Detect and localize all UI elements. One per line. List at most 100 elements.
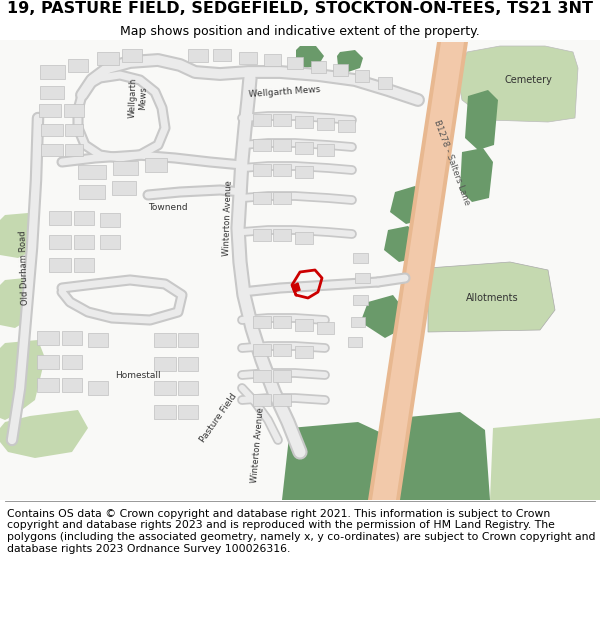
Polygon shape <box>311 61 325 73</box>
Polygon shape <box>353 253 367 263</box>
Polygon shape <box>253 139 271 151</box>
Polygon shape <box>295 116 313 128</box>
Polygon shape <box>273 370 291 382</box>
Polygon shape <box>41 144 63 156</box>
Polygon shape <box>145 158 167 172</box>
Polygon shape <box>41 124 63 136</box>
Text: Townend: Townend <box>148 204 188 212</box>
Text: Map shows position and indicative extent of the property.: Map shows position and indicative extent… <box>120 25 480 38</box>
Polygon shape <box>154 357 176 371</box>
Polygon shape <box>317 144 334 156</box>
Polygon shape <box>79 185 105 199</box>
Polygon shape <box>253 229 271 241</box>
Polygon shape <box>295 346 313 358</box>
Polygon shape <box>49 211 71 225</box>
Polygon shape <box>292 283 300 292</box>
Polygon shape <box>362 295 403 338</box>
Polygon shape <box>295 232 313 244</box>
Polygon shape <box>65 124 83 136</box>
Polygon shape <box>40 65 65 79</box>
Polygon shape <box>65 144 83 156</box>
Polygon shape <box>178 381 198 395</box>
Polygon shape <box>353 295 367 305</box>
Polygon shape <box>188 49 208 61</box>
Polygon shape <box>490 418 600 500</box>
Text: B1278 - Salters Lane: B1278 - Salters Lane <box>433 118 472 206</box>
Text: Winterton Avenue: Winterton Avenue <box>222 180 234 256</box>
Polygon shape <box>154 333 176 347</box>
Polygon shape <box>295 166 313 178</box>
Polygon shape <box>428 262 555 332</box>
Polygon shape <box>253 344 271 356</box>
Polygon shape <box>273 316 291 328</box>
Polygon shape <box>74 235 94 249</box>
Polygon shape <box>253 164 271 176</box>
Polygon shape <box>49 235 71 249</box>
Polygon shape <box>122 49 142 61</box>
Polygon shape <box>40 86 64 99</box>
Polygon shape <box>39 104 61 116</box>
Polygon shape <box>113 161 137 175</box>
Polygon shape <box>295 319 313 331</box>
Polygon shape <box>253 114 271 126</box>
Polygon shape <box>64 104 84 116</box>
Text: Old Durham Road: Old Durham Road <box>18 231 30 306</box>
Polygon shape <box>154 381 176 395</box>
Polygon shape <box>282 422 388 500</box>
Polygon shape <box>378 77 392 89</box>
Polygon shape <box>355 273 370 283</box>
Polygon shape <box>37 331 59 345</box>
Polygon shape <box>178 333 198 347</box>
Polygon shape <box>273 394 291 406</box>
Polygon shape <box>465 90 498 150</box>
Text: 19, PASTURE FIELD, SEDGEFIELD, STOCKTON-ON-TEES, TS21 3NT: 19, PASTURE FIELD, SEDGEFIELD, STOCKTON-… <box>7 1 593 16</box>
Polygon shape <box>0 410 88 458</box>
Polygon shape <box>178 357 198 371</box>
Polygon shape <box>100 213 120 227</box>
Polygon shape <box>337 120 355 132</box>
Polygon shape <box>460 148 493 202</box>
Polygon shape <box>88 333 108 347</box>
Polygon shape <box>97 51 119 64</box>
Polygon shape <box>37 355 59 369</box>
Polygon shape <box>37 378 59 392</box>
Polygon shape <box>74 211 94 225</box>
Polygon shape <box>317 118 334 130</box>
Polygon shape <box>355 70 369 82</box>
Polygon shape <box>287 57 303 69</box>
Polygon shape <box>273 114 291 126</box>
Polygon shape <box>78 165 106 179</box>
Polygon shape <box>273 192 291 204</box>
Polygon shape <box>296 46 324 68</box>
Polygon shape <box>239 52 257 64</box>
Polygon shape <box>213 49 231 61</box>
Polygon shape <box>253 316 271 328</box>
Polygon shape <box>384 226 420 262</box>
Polygon shape <box>273 139 291 151</box>
Polygon shape <box>273 164 291 176</box>
Polygon shape <box>458 46 578 122</box>
Polygon shape <box>295 142 313 154</box>
Text: Cemetery: Cemetery <box>504 75 552 85</box>
Text: Wellgarth Mews: Wellgarth Mews <box>249 85 321 99</box>
Polygon shape <box>0 213 35 258</box>
Polygon shape <box>332 64 347 76</box>
Polygon shape <box>253 192 271 204</box>
Polygon shape <box>273 229 291 241</box>
Polygon shape <box>372 42 464 500</box>
Polygon shape <box>263 54 281 66</box>
Polygon shape <box>273 344 291 356</box>
Polygon shape <box>178 405 198 419</box>
Polygon shape <box>253 394 271 406</box>
Text: Pasture Field: Pasture Field <box>198 392 238 444</box>
Polygon shape <box>0 278 33 328</box>
Polygon shape <box>62 355 82 369</box>
Text: Allotments: Allotments <box>466 293 518 303</box>
Text: Homestall: Homestall <box>115 371 161 379</box>
Polygon shape <box>0 340 45 420</box>
Text: Wellgarth
Mews: Wellgarth Mews <box>128 78 148 119</box>
Polygon shape <box>253 370 271 382</box>
Polygon shape <box>348 337 362 347</box>
Polygon shape <box>337 50 363 72</box>
Polygon shape <box>74 258 94 272</box>
